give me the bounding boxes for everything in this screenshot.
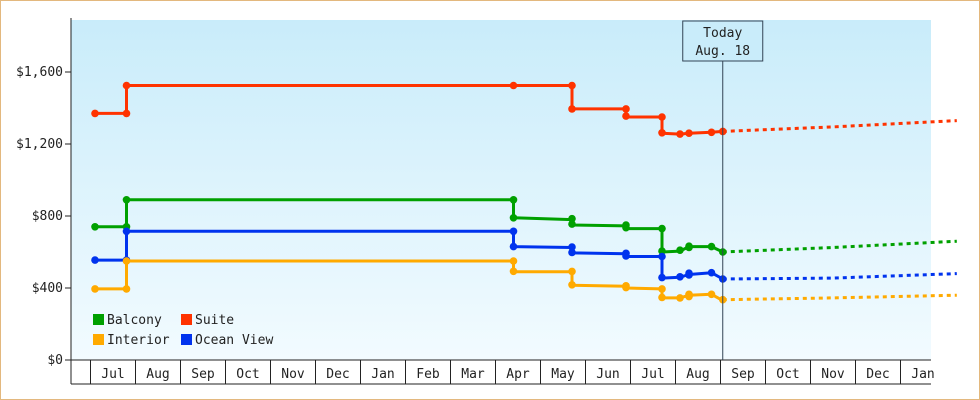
series-point-interior [622,283,630,292]
series-point-ocean-view [509,227,518,236]
y-tick-label: $1,200 [16,137,63,152]
series-point-ocean-view [122,227,131,236]
x-tick-label: May [551,367,575,382]
x-tick-label: Jun [596,367,619,382]
legend-label-balcony: Balcony [107,313,162,328]
x-tick-label: Jan [371,367,394,382]
today-label: Today [703,26,742,41]
series-point-interior [122,257,131,265]
series-point-ocean-view [707,268,716,277]
series-point-suite [622,105,630,113]
series-point-ocean-view [91,256,99,264]
series-point-balcony [91,223,99,231]
series-point-balcony [658,224,666,233]
series-forecast-suite [722,119,957,133]
series-point-balcony [622,223,630,232]
y-tick-label: $0 [47,353,63,368]
x-tick-label: Jul [641,367,664,382]
series-point-balcony [685,242,693,250]
series-point-suite [509,81,518,90]
series-point-suite [658,113,666,121]
series-point-suite [685,129,693,137]
legend-swatch-ocean-view [181,334,192,345]
x-tick-label: Dec [326,367,349,382]
series-point-ocean-view [676,273,684,281]
series-point-suite [122,109,131,118]
series-point-balcony [122,196,131,204]
series-point-suite [676,130,684,138]
x-tick-label: Nov [821,367,845,382]
x-tick-label: Aug [146,367,169,382]
series-point-suite [568,105,576,113]
series-point-interior [658,293,666,302]
legend-swatch-interior [93,334,104,345]
legend-label-interior: Interior [107,333,170,348]
series-point-ocean-view [658,273,666,282]
series-point-ocean-view [568,243,576,251]
series-point-suite [622,112,630,120]
series-point-suite [122,81,131,90]
series-point-interior [707,290,716,299]
legend-swatch-balcony [93,314,104,325]
x-tick-label: Jul [101,367,124,382]
series-point-suite [568,81,576,90]
series-forecast-interior [722,293,957,302]
y-tick-label: $800 [32,209,63,224]
x-tick-label: Nov [281,367,305,382]
series-point-interior [685,290,693,299]
x-tick-label: Mar [461,367,485,382]
y-tick-label: $400 [32,281,63,296]
x-tick-label: Sep [191,367,215,382]
x-tick-label: Apr [506,367,530,382]
y-tick-label: $1,600 [16,65,63,80]
series-point-balcony [509,214,518,222]
x-tick-label: Oct [776,367,799,382]
series-point-balcony [568,220,576,228]
series-point-balcony [568,214,576,223]
x-tick-label: Aug [686,367,709,382]
x-tick-label: Dec [866,367,889,382]
series-point-interior [122,285,131,293]
x-tick-label: Jan [911,367,934,382]
legend-swatch-suite [181,314,192,325]
series-point-balcony [676,246,684,254]
series-point-interior [568,281,576,289]
series-point-interior [568,267,576,276]
series-point-ocean-view [658,252,666,261]
legend-label-ocean-view: Ocean View [195,333,273,348]
series-point-ocean-view [622,252,630,260]
plot-background [71,20,931,360]
series-point-interior [509,267,518,276]
series-forecast-ocean-view [722,272,957,281]
series-point-ocean-view [568,248,576,257]
series-forecast-balcony [722,239,957,254]
series-point-balcony [509,196,518,204]
x-tick-label: Sep [731,367,755,382]
x-tick-label: Feb [416,367,440,382]
legend-label-suite: Suite [195,313,234,328]
series-point-interior [91,285,99,293]
series-point-suite [658,129,666,137]
series-point-interior [509,257,518,265]
today-date: Aug. 18 [695,44,750,59]
series-point-interior [676,294,684,302]
series-point-interior [658,285,666,293]
today-box [682,20,764,62]
series-point-balcony [707,242,716,251]
series-point-ocean-view [509,242,518,251]
series-point-suite [91,109,99,118]
series-point-ocean-view [685,269,693,278]
x-tick-label: Oct [236,367,259,382]
series-point-balcony [658,247,666,255]
series-point-suite [707,128,716,137]
